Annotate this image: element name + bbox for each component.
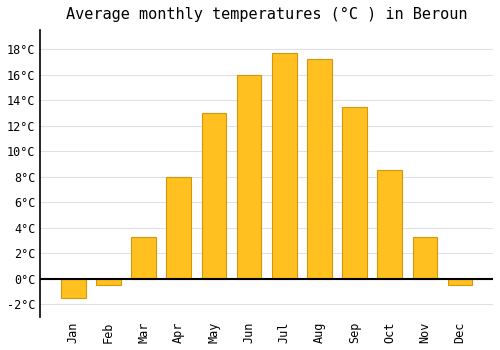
Bar: [166, 177, 191, 279]
Bar: [342, 106, 367, 279]
Bar: [378, 170, 402, 279]
Bar: [61, 279, 86, 298]
Bar: [237, 75, 262, 279]
Bar: [272, 53, 296, 279]
Bar: [131, 237, 156, 279]
Bar: [96, 279, 120, 285]
Bar: [412, 237, 438, 279]
Title: Average monthly temperatures (°C ) in Beroun: Average monthly temperatures (°C ) in Be…: [66, 7, 468, 22]
Bar: [307, 60, 332, 279]
Bar: [448, 279, 472, 285]
Bar: [202, 113, 226, 279]
